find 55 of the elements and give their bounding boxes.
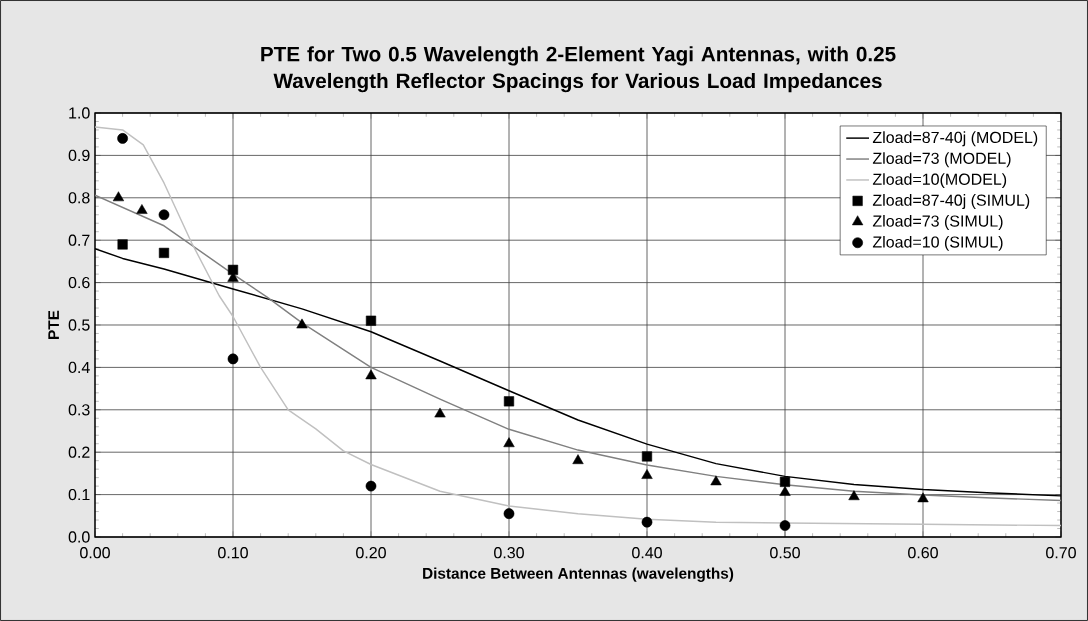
y-tick-label: 0.3 — [68, 404, 90, 416]
point — [227, 353, 239, 365]
point — [779, 486, 791, 496]
y-tick-label: 0.2 — [68, 446, 90, 458]
line-series — [95, 194, 1061, 502]
y-tick-label: 0.6 — [68, 276, 90, 289]
point — [572, 454, 584, 465]
point — [227, 264, 239, 275]
point — [296, 318, 308, 329]
legend-label: Zload=10 (SIMUL) — [872, 235, 1003, 251]
y-tick-label: 0.7 — [68, 234, 90, 246]
point — [365, 315, 377, 326]
point — [779, 476, 791, 487]
point — [503, 437, 515, 448]
point — [710, 475, 722, 486]
legend-label: Zload=87-40j (MODEL) — [872, 131, 1038, 147]
point — [503, 508, 515, 520]
y-tick-label: 0.0 — [68, 531, 90, 543]
point — [158, 247, 170, 258]
point — [641, 469, 653, 479]
point — [641, 451, 653, 462]
x-tick-label: 0.50 — [770, 547, 800, 559]
chart-title: PTE for Two 0.5 Wavelength 2-Element Yagi Antennas, with 0.25 Wavelength Reflector Spacings for Various Load Impedances — [261, 46, 896, 93]
point — [779, 520, 791, 531]
point — [365, 369, 377, 380]
y-axis-title: PTE — [48, 310, 59, 339]
x-tick-label: 0.10 — [218, 547, 248, 559]
point — [848, 490, 860, 501]
x-tick-label: 0.70 — [1046, 547, 1076, 559]
point — [136, 204, 148, 214]
x-tick-label: 0.20 — [356, 547, 386, 559]
legend-label: Zload=10(MODEL) — [872, 173, 1007, 189]
legend-label: Zload=87-40j (SIMUL) — [872, 194, 1030, 210]
x-tick-label: 0.40 — [632, 547, 662, 559]
x-tick-label: 0.00 — [80, 547, 110, 559]
point — [503, 396, 515, 407]
y-tick-label: 0.8 — [68, 192, 90, 204]
point — [158, 209, 170, 221]
y-tick-label: 0.1 — [68, 488, 90, 501]
legend-label: Zload=73 (MODEL) — [872, 152, 1011, 168]
legend-label: Zload=73 (SIMUL) — [872, 215, 1003, 230]
x-tick-label: 0.60 — [908, 547, 938, 559]
y-tick-label: 0.4 — [68, 361, 90, 374]
point — [117, 133, 128, 144]
point — [641, 516, 653, 528]
y-tick-label: 1.0 — [69, 107, 90, 119]
point — [365, 480, 377, 492]
point — [117, 239, 128, 250]
point — [112, 191, 125, 202]
x-axis-title: Distance Between Antennas (wavelengths) — [423, 567, 734, 582]
y-tick-label: 0.9 — [68, 149, 90, 162]
point — [434, 407, 446, 418]
y-tick-label: 0.5 — [68, 319, 90, 331]
point — [917, 492, 929, 503]
x-tick-label: 0.30 — [494, 547, 524, 559]
